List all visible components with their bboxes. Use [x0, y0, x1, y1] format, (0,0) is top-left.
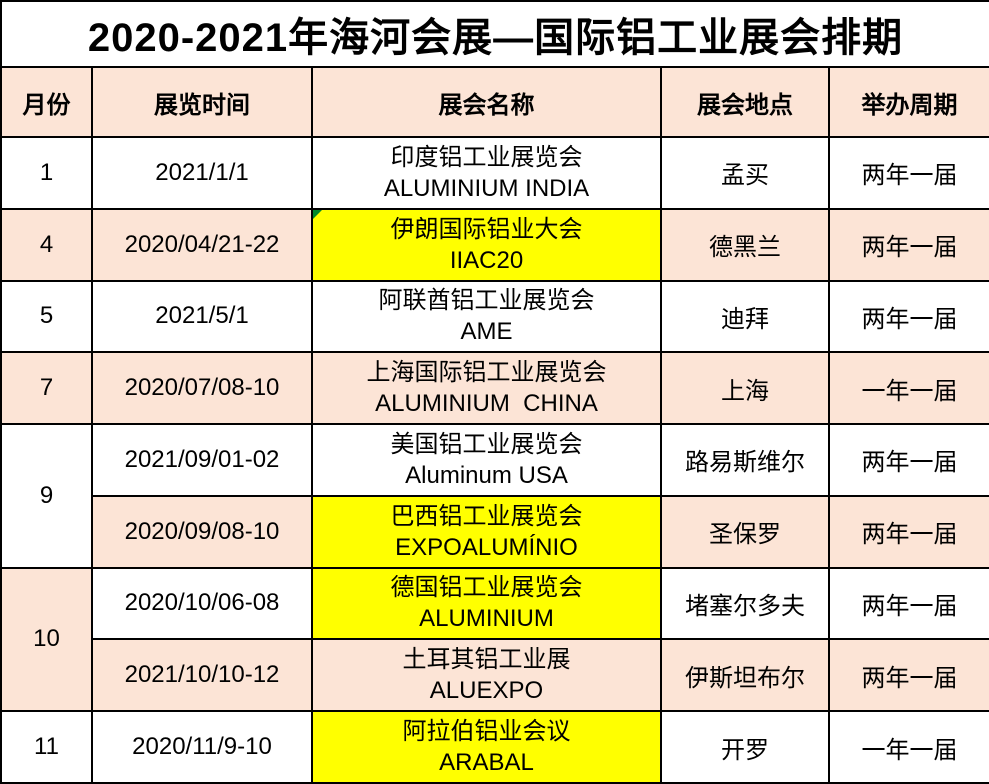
- month-cell: 5: [0, 279, 93, 354]
- month-cell: 1: [0, 136, 93, 210]
- exhibition-location-cell: 开罗: [660, 710, 830, 784]
- month-cell: 4: [0, 207, 93, 282]
- exhibition-location-cell: 上海: [660, 351, 830, 426]
- exhibition-name-en: ALUEXPO: [429, 677, 544, 705]
- header-name: 展会名称: [311, 66, 662, 138]
- cycle-cell: 两年一届: [827, 136, 989, 210]
- cycle-cell: 两年一届: [827, 494, 989, 569]
- exhibition-date-cell: 2021/10/10-12: [91, 638, 313, 713]
- month-cell: 9: [0, 423, 93, 569]
- table-row: 11 2020/11/9-10 阿拉伯铝业会议 ARABAL 开罗 一年一届: [0, 710, 989, 784]
- header-cycle: 举办周期: [827, 66, 989, 138]
- exhibition-date-cell: 2021/1/1: [91, 136, 313, 210]
- exhibition-name-cell: 伊朗国际铝业大会 IIAC20: [311, 207, 662, 282]
- cycle-cell: 两年一届: [827, 566, 989, 641]
- month-cell: 7: [0, 351, 93, 426]
- title-row: 2020-2021年海河会展—国际铝工业展会排期: [0, 0, 989, 68]
- table-row: 5 2021/5/1 阿联酋铝工业展览会 AME 迪拜 两年一届: [0, 279, 989, 354]
- exhibition-name-cn: 德国铝工业展览会: [390, 574, 583, 602]
- exhibition-name-cell: 土耳其铝工业展 ALUEXPO: [311, 638, 662, 713]
- exhibition-name-cn: 巴西铝工业展览会: [390, 502, 583, 530]
- exhibition-date-cell: 2021/5/1: [91, 279, 313, 354]
- exhibition-name-cn: 阿拉伯铝业会议: [402, 718, 571, 746]
- cycle-cell: 一年一届: [827, 351, 989, 426]
- exhibition-date-cell: 2020/07/08-10: [91, 351, 313, 426]
- cycle-cell: 两年一届: [827, 279, 989, 354]
- cycle-cell: 一年一届: [827, 710, 989, 784]
- exhibition-location-cell: 圣保罗: [660, 494, 830, 569]
- table-row: 10 2020/10/06-08 德国铝工业展览会 ALUMINIUM 堵塞尔多…: [0, 566, 989, 713]
- exhibition-name-en: AME: [460, 318, 513, 346]
- exhibition-date-cell: 2020/09/08-10: [91, 494, 313, 569]
- cycle-cell: 两年一届: [827, 638, 989, 713]
- exhibition-name-cell: 阿拉伯铝业会议 ARABAL: [311, 710, 662, 784]
- exhibition-name-cn: 土耳其铝工业展: [402, 646, 571, 674]
- exhibition-date-cell: 2021/09/01-02: [91, 423, 313, 497]
- month-cell: 10: [0, 566, 93, 713]
- exhibition-name-cell: 印度铝工业展览会 ALUMINIUM INDIA: [311, 136, 662, 210]
- exhibition-name-en: IIAC20: [449, 246, 524, 274]
- page-title: 2020-2021年海河会展—国际铝工业展会排期: [0, 0, 989, 68]
- header-location: 展会地点: [660, 66, 830, 138]
- month-cell: 11: [0, 710, 93, 784]
- exhibition-name-cell: 巴西铝工业展览会 EXPOALUMÍNIO: [311, 494, 662, 569]
- exhibition-name-cn: 美国铝工业展览会: [390, 430, 583, 458]
- header-row: 月份 展览时间 展会名称 展会地点 举办周期: [0, 66, 989, 138]
- header-date: 展览时间: [91, 66, 313, 138]
- cell-error-indicator-icon: [314, 210, 322, 219]
- exhibition-location-cell: 德黑兰: [660, 207, 830, 282]
- cycle-cell: 两年一届: [827, 207, 989, 282]
- exhibition-name-en: ARABAL: [439, 749, 534, 777]
- exhibition-date-cell: 2020/04/21-22: [91, 207, 313, 282]
- exhibition-date-cell: 2020/11/9-10: [91, 710, 313, 784]
- exhibition-location-cell: 堵塞尔多夫: [660, 566, 830, 641]
- exhibition-name-en: Aluminum USA: [405, 461, 568, 489]
- table-row: 4 2020/04/21-22 伊朗国际铝业大会 IIAC20 德黑兰 两年一届: [0, 207, 989, 282]
- exhibition-name-en: EXPOALUMÍNIO: [395, 533, 578, 561]
- header-month: 月份: [0, 66, 93, 138]
- exhibition-name-cn: 阿联酋铝工业展览会: [378, 287, 595, 315]
- exhibition-name-cn: 伊朗国际铝业大会: [390, 215, 583, 243]
- table-row: 9 2021/09/01-02 美国铝工业展览会 Aluminum USA 路易…: [0, 423, 989, 569]
- exhibition-name-cell: 上海国际铝工业展览会 ALUMINIUM CHINA: [311, 351, 662, 426]
- exhibition-name-cn: 印度铝工业展览会: [390, 143, 583, 171]
- exhibition-name-cell: 德国铝工业展览会 ALUMINIUM: [311, 566, 662, 641]
- table-row: 2020/09/08-10 巴西铝工业展览会 EXPOALUMÍNIO 圣保罗 …: [1, 494, 989, 569]
- cycle-cell: 两年一届: [827, 423, 989, 497]
- table-row: 7 2020/07/08-10 上海国际铝工业展览会 ALUMINIUM CHI…: [0, 351, 989, 426]
- exhibition-location-cell: 孟买: [660, 136, 830, 210]
- exhibition-name-cell: 阿联酋铝工业展览会 AME: [311, 279, 662, 354]
- exhibition-name-cn: 上海国际铝工业展览会: [366, 359, 607, 387]
- exhibition-name-en: ALUMINIUM: [419, 605, 554, 633]
- exhibition-location-cell: 路易斯维尔: [660, 423, 830, 497]
- table-row: 2021/10/10-12 土耳其铝工业展 ALUEXPO 伊斯坦布尔 两年一届: [1, 638, 989, 713]
- table-row: 1 2021/1/1 印度铝工业展览会 ALUMINIUM INDIA 孟买 两…: [0, 136, 989, 210]
- exhibition-location-cell: 伊斯坦布尔: [660, 638, 830, 713]
- exhibition-location-cell: 迪拜: [660, 279, 830, 354]
- exhibition-name-en: ALUMINIUM CHINA: [375, 390, 598, 418]
- exhibition-name-cell: 美国铝工业展览会 Aluminum USA: [311, 423, 662, 497]
- exhibition-date-cell: 2020/10/06-08: [91, 566, 313, 641]
- exhibition-name-en: ALUMINIUM INDIA: [383, 174, 590, 202]
